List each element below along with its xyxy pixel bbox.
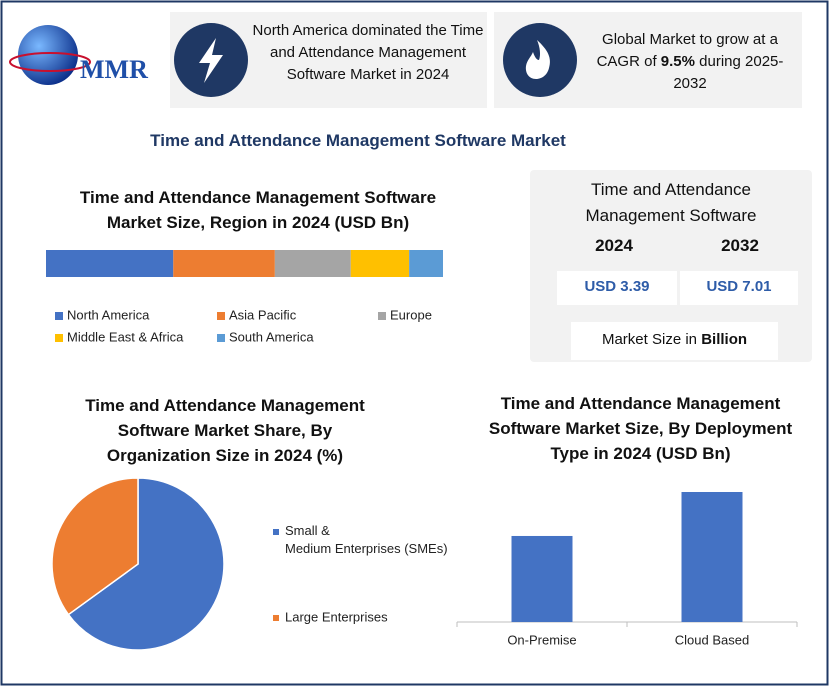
logo-ring	[9, 52, 91, 72]
stat-value: USD 3.39	[584, 278, 650, 295]
stats-note-highlight: Billion	[701, 331, 748, 348]
chart-title: Time and Attendance Management Software …	[79, 188, 437, 232]
note-text: during 2025-2032	[673, 53, 784, 92]
logo-text: MMR	[80, 55, 148, 84]
bar-segment	[350, 250, 410, 277]
legend-swatch	[378, 312, 386, 320]
legend-label: Small & Medium Enterprises (SMEs)	[285, 523, 448, 556]
legend-label: South America	[229, 329, 314, 344]
bar-segment	[173, 250, 275, 277]
stats-note: Market Size in Billion	[571, 331, 778, 348]
legend-swatch	[273, 529, 279, 535]
legend-swatch	[217, 312, 225, 320]
bar-segment	[274, 250, 351, 277]
value-box	[680, 271, 798, 305]
legend-label: Middle East & Africa	[67, 329, 184, 344]
x-tick-label: On-Premise	[507, 632, 576, 647]
stats-note: Market Size in	[601, 331, 698, 348]
pie-slice	[51, 477, 139, 616]
legend-label: Large Enterprises	[285, 609, 388, 624]
stat-value: USD 7.01	[706, 278, 772, 295]
pie-slice	[67, 477, 225, 651]
year: 2032	[721, 236, 759, 255]
bar	[681, 492, 743, 622]
stats-title: Time and Attendance Management Software	[585, 180, 757, 225]
note-text: North America dominated the Time and Att…	[252, 22, 484, 83]
note-text: Global Market to grow at a CAGR of 9.5% …	[585, 29, 795, 95]
bar-segment	[409, 250, 443, 277]
legend-swatch	[217, 334, 225, 342]
legend-swatch	[273, 615, 279, 621]
chart-title: Time and Attendance Management Software …	[85, 396, 365, 465]
legend-label: Europe	[390, 307, 432, 322]
bar-segment	[46, 250, 174, 277]
bolt-icon	[199, 38, 223, 83]
year: 2024	[595, 236, 633, 255]
bar	[511, 535, 573, 622]
note-highlight: 9.5%	[660, 53, 695, 70]
flame-icon	[525, 40, 550, 79]
x-tick-label: Cloud Based	[675, 632, 749, 647]
note-box	[571, 322, 778, 360]
stats-box	[530, 170, 812, 362]
value-box	[557, 271, 677, 305]
main-title: Time and Attendance Management Software …	[150, 131, 566, 150]
note-text: Global Market to grow at a CAGR of	[596, 31, 778, 70]
chart-title: Time and Attendance Management Software …	[488, 394, 793, 463]
legend-label: Asia Pacific	[229, 307, 297, 322]
legend-swatch	[55, 312, 63, 320]
legend-label: North America	[67, 307, 150, 322]
legend-swatch	[55, 334, 63, 342]
